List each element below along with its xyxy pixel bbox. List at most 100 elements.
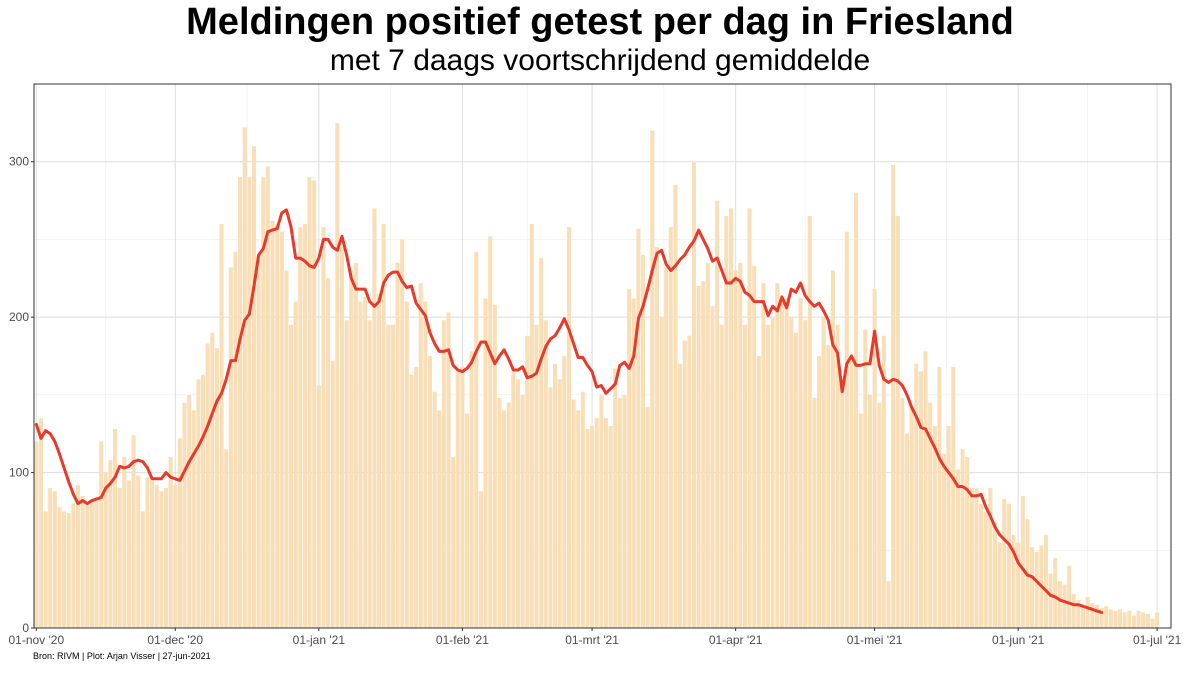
bar [793,332,798,628]
bar [1085,596,1090,628]
bar [529,223,534,628]
bar [761,282,766,628]
bar [715,200,720,629]
bar [724,216,729,628]
bar [867,394,872,628]
bar [1067,565,1072,628]
bar [511,371,516,628]
bar [650,130,655,628]
bar [85,503,90,628]
bar [534,324,539,628]
bar [955,469,960,628]
x-tick-label: 01-dec '20 [147,633,203,647]
bar [103,472,108,628]
bar [877,402,882,628]
bar [515,379,521,628]
bar [173,485,178,628]
bar [988,488,993,628]
bar [872,289,877,628]
bar [719,324,724,628]
bar [43,511,48,628]
x-tick-label: 01-mrt '21 [565,633,619,647]
bar [451,457,456,628]
bar [1090,603,1095,628]
bar [122,457,127,628]
x-tick-label: 01-jun '21 [992,633,1045,647]
bar [969,488,974,628]
bar [747,208,752,629]
bar [548,387,553,628]
bar [835,324,840,628]
bar [1131,615,1136,628]
plot-border [33,83,1172,629]
bar [423,301,428,628]
bar [409,374,414,628]
bar [349,270,354,628]
bar [789,317,794,628]
bar [552,363,558,628]
bar [108,460,113,628]
moving-average-line [34,208,1104,614]
bar [580,391,585,628]
bar [1108,609,1113,628]
bar [210,332,215,628]
bar [238,177,243,628]
bar [1150,618,1155,628]
bar [775,282,780,628]
bar [38,418,43,628]
bar [756,356,761,628]
bar [483,298,488,628]
bar [1141,612,1146,628]
bar [460,366,465,628]
bar [566,226,571,628]
bar [182,402,187,628]
bar [344,320,349,628]
bar [302,223,307,628]
bar [80,495,85,628]
bar [205,343,210,628]
bar [659,317,664,628]
bar [358,301,363,628]
bar [159,491,164,628]
bar [821,317,826,628]
bar [126,480,131,628]
bar [803,320,808,628]
bar [414,366,419,628]
bar [131,435,136,628]
bar [687,335,692,628]
bar [520,394,525,628]
bar [1030,547,1035,628]
bar [469,351,474,628]
bar [256,254,261,628]
bar [807,216,812,628]
bar [585,429,590,628]
bar [1034,551,1039,628]
bar [640,254,646,628]
bar [1076,600,1081,628]
bar [224,449,229,628]
bar [539,258,544,628]
x-tick-label: 01-jan '21 [293,633,346,647]
bar [275,223,280,628]
bar [909,407,914,628]
bar [233,251,238,628]
bar [404,301,409,628]
bar [979,503,984,628]
bar [932,425,937,628]
bar [228,267,233,628]
bar [1104,606,1109,628]
bar [247,177,252,628]
bar [113,429,118,628]
bar [974,488,979,628]
bar [376,293,382,628]
bar [140,511,145,628]
bar [696,286,701,628]
bar [1145,614,1150,628]
bar [251,146,257,628]
bar [960,449,965,628]
x-tick-label: 01-jul '21 [1133,633,1182,647]
bar [603,418,609,628]
bar [372,208,377,629]
bar [1048,573,1053,628]
bar [701,281,706,628]
